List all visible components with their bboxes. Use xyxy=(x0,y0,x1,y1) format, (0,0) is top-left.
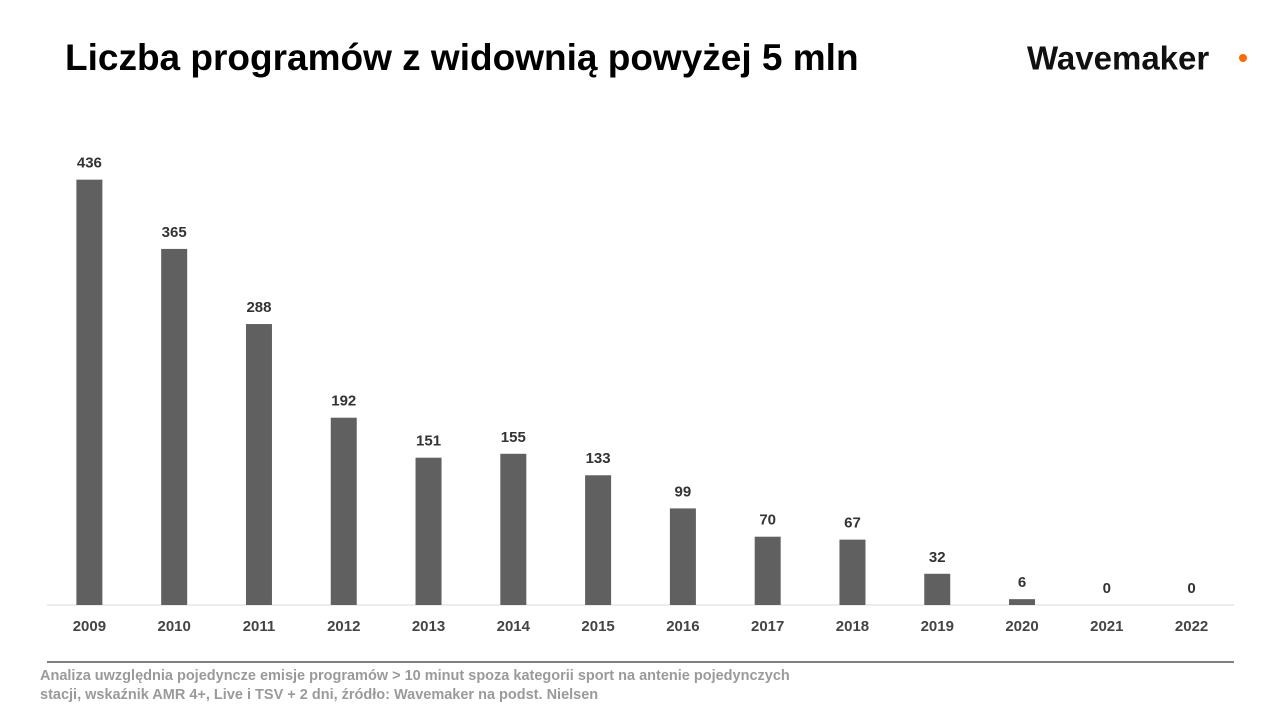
x-tick-label: 2014 xyxy=(497,618,531,635)
x-tick-label: 2011 xyxy=(243,618,276,635)
value-label: 192 xyxy=(331,393,356,410)
value-label: 32 xyxy=(929,549,946,566)
bar xyxy=(839,539,866,605)
value-label: 67 xyxy=(844,515,861,532)
bar xyxy=(585,475,612,605)
x-tick-label: 2010 xyxy=(157,618,190,635)
footnote: stacji, wskaźnik AMR 4+, Live i TSV + 2 … xyxy=(40,687,598,703)
value-label: 436 xyxy=(77,155,102,172)
value-label: 6 xyxy=(1018,574,1026,591)
value-label: 133 xyxy=(586,450,611,467)
x-tick-label: 2017 xyxy=(751,618,784,635)
x-tick-label: 2015 xyxy=(581,618,614,635)
bar xyxy=(924,573,951,605)
x-tick-label: 2009 xyxy=(73,618,106,635)
bar xyxy=(161,248,188,605)
x-tick-label: 2022 xyxy=(1175,618,1208,635)
value-label: 288 xyxy=(246,299,271,316)
x-tick-label: 2021 xyxy=(1090,618,1123,635)
value-label: 99 xyxy=(675,483,692,500)
bar xyxy=(330,417,357,605)
value-label: 0 xyxy=(1187,580,1195,597)
bar xyxy=(415,457,442,605)
bar xyxy=(500,453,527,605)
chart-title: Liczba programów z widownią powyżej 5 ml… xyxy=(65,37,859,78)
bar xyxy=(669,508,696,605)
value-label: 155 xyxy=(501,429,526,446)
x-tick-label: 2012 xyxy=(327,618,360,635)
x-tick-label: 2016 xyxy=(666,618,699,635)
bar xyxy=(76,179,103,605)
value-label: 365 xyxy=(162,224,187,241)
logo: Wavemaker xyxy=(1027,40,1209,77)
x-tick-label: 2018 xyxy=(836,618,869,635)
footnote: Analiza uwzględnia pojedyncze emisje pro… xyxy=(40,668,790,684)
value-label: 0 xyxy=(1103,580,1111,597)
bar xyxy=(1009,599,1036,605)
bar xyxy=(754,536,781,605)
x-tick-label: 2020 xyxy=(1005,618,1038,635)
x-tick-label: 2013 xyxy=(412,618,445,635)
value-label: 70 xyxy=(759,512,776,529)
value-label: 151 xyxy=(416,433,441,450)
bar xyxy=(245,324,272,605)
x-tick-label: 2019 xyxy=(921,618,954,635)
logo-dot xyxy=(1239,54,1247,62)
